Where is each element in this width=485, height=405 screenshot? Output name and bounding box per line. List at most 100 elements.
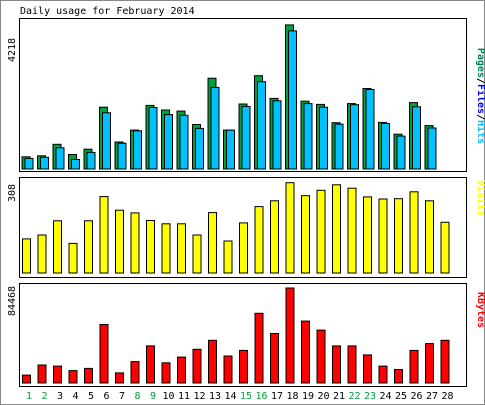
files-bar-day-22 — [350, 104, 359, 170]
files-bar-day-7 — [117, 142, 127, 170]
x-tick-label-day-14: 14 — [224, 391, 236, 402]
x-tick-label-day-3: 3 — [57, 391, 63, 402]
x-tick-label-day-2: 2 — [41, 391, 47, 402]
kbytes-bar-day-23 — [363, 354, 372, 384]
visits-bar-day-16 — [254, 206, 264, 274]
visits-bar-day-25 — [394, 198, 403, 274]
visits-bar-day-27 — [425, 200, 434, 274]
visits-bar-day-24 — [378, 198, 388, 274]
x-tick-label-day-18: 18 — [286, 391, 298, 402]
chart-title: Daily usage for February 2014 — [20, 6, 195, 17]
kbytes-bar-day-4 — [68, 370, 78, 384]
visits-bar-day-5 — [84, 220, 93, 274]
visits-bar-day-10 — [161, 223, 171, 274]
legend-hits: Hits — [475, 120, 485, 144]
kbytes-bar-day-17 — [270, 333, 279, 384]
files-bar-day-8 — [133, 130, 142, 170]
x-tick-label-day-25: 25 — [395, 391, 407, 402]
x-tick-label-day-20: 20 — [317, 391, 329, 402]
files-bar-day-1 — [24, 157, 34, 170]
x-tick-label-day-16: 16 — [255, 391, 267, 402]
kbytes-bar-day-13 — [208, 339, 217, 384]
visits-bar-day-4 — [68, 242, 78, 274]
visits-bar-day-8 — [130, 212, 140, 274]
files-bar-day-2 — [40, 156, 49, 170]
files-bar-day-15 — [241, 106, 251, 170]
visits-bar-day-13 — [208, 212, 217, 274]
x-tick-label-day-10: 10 — [162, 391, 174, 402]
files-bar-day-19 — [303, 103, 313, 170]
visits-bar-day-15 — [239, 222, 248, 274]
x-tick-label-day-8: 8 — [134, 391, 140, 402]
x-tick-label-day-17: 17 — [271, 391, 283, 402]
files-bar-day-9 — [148, 107, 158, 170]
legend-visits: Visits — [475, 180, 485, 216]
bars-layer — [21, 24, 450, 384]
kbytes-bar-day-2 — [37, 364, 47, 384]
visits-bar-day-3 — [53, 220, 62, 274]
x-tick-label-day-4: 4 — [72, 391, 78, 402]
x-tick-label-day-11: 11 — [178, 391, 190, 402]
kbytes-bar-day-9 — [146, 345, 155, 384]
visits-bar-day-2 — [37, 234, 47, 274]
kbytes-bar-day-20 — [316, 329, 326, 384]
visits-bar-day-6 — [99, 196, 109, 274]
visits-bar-day-9 — [146, 220, 155, 274]
visits-bar-day-20 — [316, 189, 326, 274]
visits-bar-day-12 — [192, 234, 202, 274]
files-bar-day-21 — [334, 123, 344, 170]
files-bar-day-6 — [102, 112, 111, 170]
kbytes-bar-day-12 — [192, 348, 202, 384]
kbytes-bar-day-8 — [130, 361, 140, 384]
files-bar-day-24 — [381, 122, 390, 170]
visits-panel-max-label: 308 — [7, 184, 18, 202]
visits-bar-day-1 — [22, 238, 31, 274]
kbytes-bar-day-6 — [99, 324, 109, 384]
x-tick-label-day-12: 12 — [193, 391, 205, 402]
kbytes-bar-day-3 — [53, 365, 62, 384]
files-bar-day-18 — [288, 30, 297, 170]
files-bar-day-14 — [226, 129, 235, 170]
kbytes-bar-day-28 — [440, 339, 450, 384]
x-tick-label-day-6: 6 — [103, 391, 109, 402]
visits-bar-day-11 — [177, 223, 186, 274]
visits-bar-day-7 — [115, 209, 124, 274]
files-bar-day-23 — [365, 89, 375, 170]
visits-bar-day-18 — [285, 182, 295, 274]
kbytes-bar-day-14 — [223, 355, 233, 384]
visits-bar-day-19 — [301, 195, 310, 274]
legend-sep-2: / — [475, 114, 485, 120]
kbytes-bar-day-21 — [332, 345, 341, 384]
kbytes-bar-day-1 — [22, 374, 31, 384]
kbytes-bar-day-19 — [301, 320, 310, 384]
files-bar-day-3 — [55, 147, 65, 170]
kbytes-bar-day-22 — [347, 345, 357, 384]
files-bar-day-25 — [396, 135, 406, 170]
kbytes-bar-day-5 — [84, 367, 93, 384]
legend-files: Files — [475, 84, 485, 114]
visits-bar-day-28 — [440, 221, 450, 274]
kbytes-bar-day-10 — [161, 362, 171, 384]
files-bar-day-27 — [427, 127, 437, 170]
kbytes-bar-day-27 — [425, 343, 434, 384]
kbytes-bar-day-16 — [254, 312, 264, 384]
x-tick-label-day-28: 28 — [441, 391, 453, 402]
files-bar-day-5 — [86, 151, 96, 170]
visits-bar-day-21 — [332, 184, 341, 274]
files-bar-day-13 — [210, 86, 220, 170]
hits-panel-max-label: 4218 — [7, 38, 18, 62]
x-tick-label-day-1: 1 — [26, 391, 32, 402]
x-tick-label-day-27: 27 — [426, 391, 438, 402]
files-bar-day-20 — [319, 106, 328, 170]
files-bar-day-11 — [179, 114, 189, 170]
kbytes-bar-day-26 — [409, 349, 419, 384]
x-tick-label-day-7: 7 — [119, 391, 125, 402]
files-bar-day-12 — [195, 127, 204, 170]
kbytes-bar-day-11 — [177, 356, 186, 384]
files-bar-day-10 — [164, 114, 173, 170]
files-bar-day-17 — [272, 100, 282, 170]
visits-bar-day-23 — [363, 196, 372, 274]
kbytes-bar-day-7 — [115, 372, 124, 384]
